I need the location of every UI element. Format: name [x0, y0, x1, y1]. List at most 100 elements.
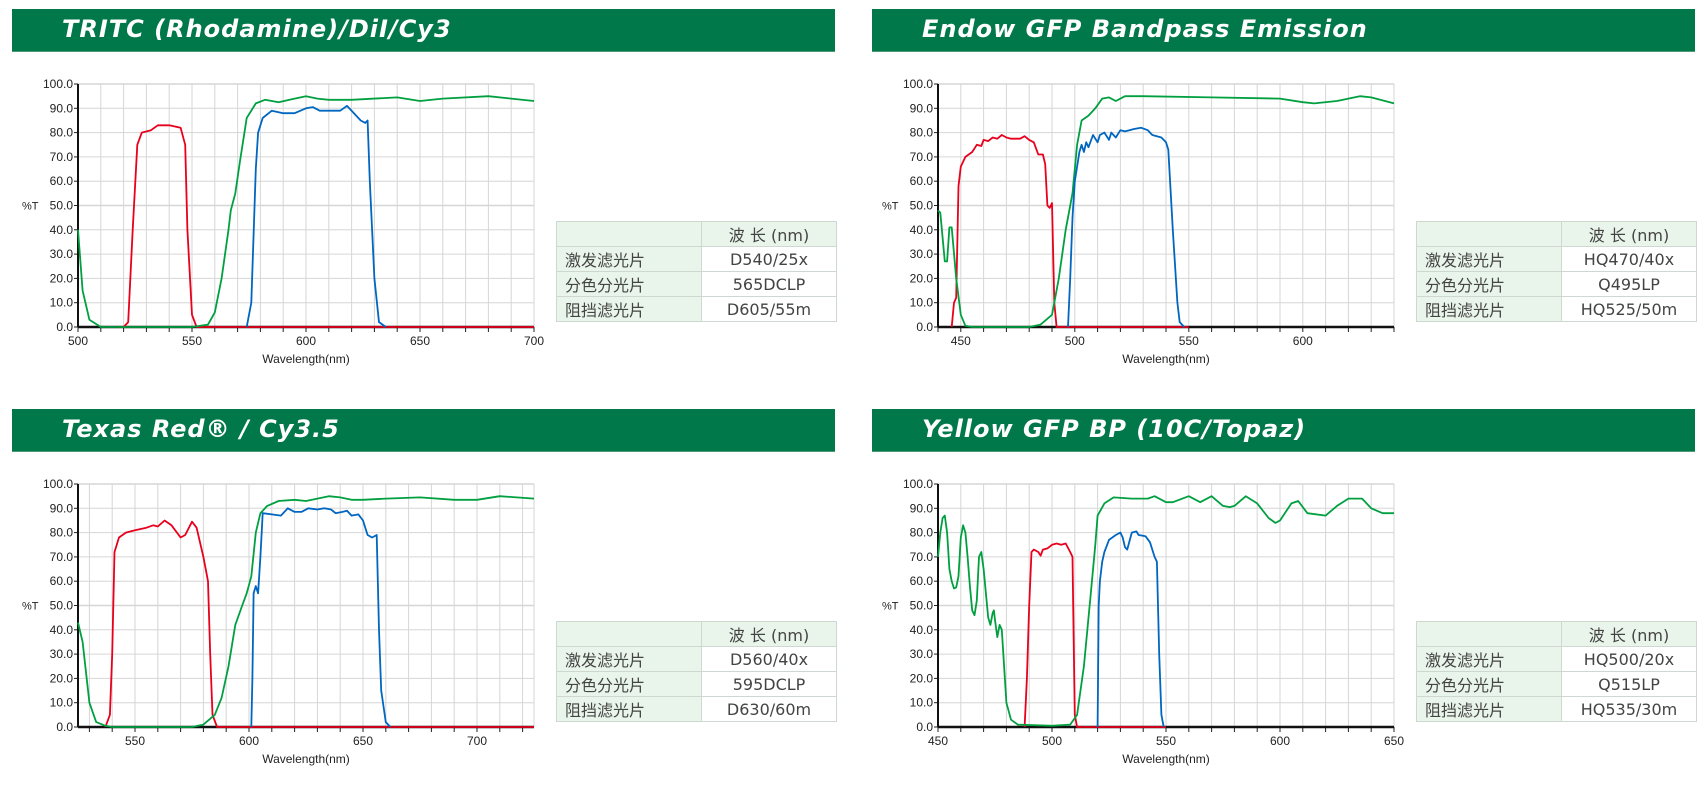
x-tick-label: 550 [1156, 734, 1176, 748]
x-axis-label: Wavelength(nm) [262, 352, 350, 366]
y-tick-label: 20.0 [50, 671, 74, 685]
x-axis-label: Wavelength(nm) [1122, 352, 1210, 366]
x-tick-label: 550 [182, 334, 202, 348]
y-tick-label: 40.0 [50, 623, 74, 637]
y-tick-label: 100.0 [903, 477, 933, 491]
y-tick-label: 0.0 [56, 320, 73, 334]
table-row: 激发滤光片 HQ470/40x [1416, 246, 1697, 272]
y-tick-label: 20.0 [910, 271, 934, 285]
filter-type-label: 阻挡滤光片 [556, 296, 702, 322]
y-tick-label: 80.0 [910, 126, 934, 140]
panel-header: Endow GFP Bandpass Emission [872, 9, 1695, 52]
panel-title: Endow GFP Bandpass Emission [922, 15, 1368, 43]
table-header-wavelength: 波 长 (nm) [1561, 221, 1697, 247]
series-exciter-line [122, 124, 534, 328]
y-tick-label: 0.0 [56, 720, 73, 734]
filter-type-label: 阻挡滤光片 [1416, 696, 1562, 722]
filter-model-value: HQ470/40x [1561, 246, 1697, 272]
table-header-row: 波 长 (nm) [556, 221, 837, 247]
y-tick-label: 50.0 [50, 599, 74, 613]
y-tick-label: 100.0 [43, 77, 73, 91]
y-tick-label: 0.0 [916, 720, 933, 734]
x-tick-label: 600 [296, 334, 316, 348]
x-axis-label: Wavelength(nm) [262, 752, 350, 766]
series-exciter-line [950, 134, 1189, 328]
y-axis-label: %T [882, 201, 899, 213]
table-header-wavelength: 波 长 (nm) [701, 621, 837, 647]
filter-type-label: 激发滤光片 [556, 646, 702, 672]
x-axis-label: Wavelength(nm) [1122, 752, 1210, 766]
spectrum-chart: 0.0 10.0 20.0 30.0 40.0 50.0 60.0 70.0 80.0 90.0 1… [882, 77, 1395, 366]
y-tick-label: 70.0 [50, 150, 74, 164]
y-tick-label: 10.0 [910, 696, 934, 710]
y-tick-label: 60.0 [50, 174, 74, 188]
x-tick-label: 600 [1293, 334, 1313, 348]
table-row: 分色分光片 595DCLP [556, 671, 837, 697]
y-tick-label: 70.0 [910, 550, 934, 564]
series-dichroic-line [937, 95, 1395, 328]
table-row: 阻挡滤光片 D605/55m [556, 296, 837, 322]
filter-model-value: D540/25x [701, 246, 837, 272]
filter-spec-table-body: 波 长 (nm) 激发滤光片 HQ470/40x 分色分光片 Q495LP 阻挡滤光片 HQ… [1416, 221, 1697, 322]
y-tick-label: 50.0 [50, 199, 74, 213]
filter-spec-table-body: 波 长 (nm) 激发滤光片 HQ500/20x 分色分光片 Q515LP 阻挡滤光片 HQ… [1416, 621, 1697, 722]
filter-model-value: HQ535/30m [1561, 696, 1697, 722]
filter-spec-table-body: 波 长 (nm) 激发滤光片 D540/25x 分色分光片 565DCLP 阻挡滤光片 D6… [556, 221, 837, 322]
y-tick-label: 90.0 [910, 501, 934, 515]
y-tick-label: 60.0 [910, 174, 934, 188]
y-tick-label: 60.0 [50, 574, 74, 588]
table-header-wavelength: 波 长 (nm) [1561, 621, 1697, 647]
table-header-blank [1416, 621, 1562, 647]
chart-panel: Endow GFP Bandpass Emission 0.0 10.0 20.0 30… [872, 9, 1697, 389]
x-tick-label: 500 [1042, 734, 1062, 748]
y-axis-label: %T [22, 601, 39, 613]
x-tick-label: 500 [68, 334, 88, 348]
chart-panel: TRITC (Rhodamine)/DiI/Cy3 0.0 10.0 20.0 30.0… [12, 9, 837, 389]
filter-model-value: 565DCLP [701, 271, 837, 297]
y-tick-label: 20.0 [910, 671, 934, 685]
spectrum-chart: 0.0 10.0 20.0 30.0 40.0 50.0 60.0 70.0 80.0 90.0 1… [882, 477, 1404, 766]
x-tick-label: 650 [410, 334, 430, 348]
x-tick-label: 450 [951, 334, 971, 348]
table-header-blank [556, 221, 702, 247]
table-row: 激发滤光片 D540/25x [556, 246, 837, 272]
filter-type-label: 阻挡滤光片 [556, 696, 702, 722]
table-row: 分色分光片 Q495LP [1416, 271, 1697, 297]
table-row: 阻挡滤光片 HQ535/30m [1416, 696, 1697, 722]
panel-title: Yellow GFP BP (10C/Topaz) [922, 415, 1307, 443]
series-emitter-line [245, 105, 387, 328]
y-tick-label: 40.0 [50, 223, 74, 237]
table-header-wavelength: 波 长 (nm) [701, 221, 837, 247]
y-tick-label: 20.0 [50, 271, 74, 285]
y-tick-label: 70.0 [910, 150, 934, 164]
y-tick-label: 90.0 [50, 501, 74, 515]
filter-model-value: HQ525/50m [1561, 296, 1697, 322]
table-row: 分色分光片 Q515LP [1416, 671, 1697, 697]
x-tick-label: 550 [125, 734, 145, 748]
x-tick-label: 450 [928, 734, 948, 748]
filter-model-value: Q515LP [1561, 671, 1697, 697]
spectrum-chart: 0.0 10.0 20.0 30.0 40.0 50.0 60.0 70.0 80.0 90.0 1… [22, 77, 544, 366]
x-tick-label: 600 [1270, 734, 1290, 748]
table-row: 激发滤光片 HQ500/20x [1416, 646, 1697, 672]
table-row: 阻挡滤光片 HQ525/50m [1416, 296, 1697, 322]
filter-model-value: D605/55m [701, 296, 837, 322]
y-axis-label: %T [882, 601, 899, 613]
y-tick-label: 80.0 [910, 526, 934, 540]
series-exciter-line [104, 519, 534, 728]
y-tick-label: 10.0 [910, 296, 934, 310]
y-tick-label: 80.0 [50, 126, 74, 140]
table-row: 激发滤光片 D560/40x [556, 646, 837, 672]
y-tick-label: 100.0 [903, 77, 933, 91]
x-tick-label: 650 [1384, 734, 1404, 748]
filter-type-label: 激发滤光片 [1416, 246, 1562, 272]
y-tick-label: 30.0 [50, 247, 74, 261]
panel-header: TRITC (Rhodamine)/DiI/Cy3 [12, 9, 835, 52]
series-dichroic-line [937, 495, 1394, 727]
spectrum-chart: 0.0 10.0 20.0 30.0 40.0 50.0 60.0 70.0 80.0 90.0 1… [22, 477, 535, 766]
filter-type-label: 分色分光片 [556, 671, 702, 697]
x-tick-label: 500 [1065, 334, 1085, 348]
y-tick-label: 0.0 [916, 320, 933, 334]
series-emitter-line [250, 507, 392, 728]
x-tick-label: 600 [239, 734, 259, 748]
